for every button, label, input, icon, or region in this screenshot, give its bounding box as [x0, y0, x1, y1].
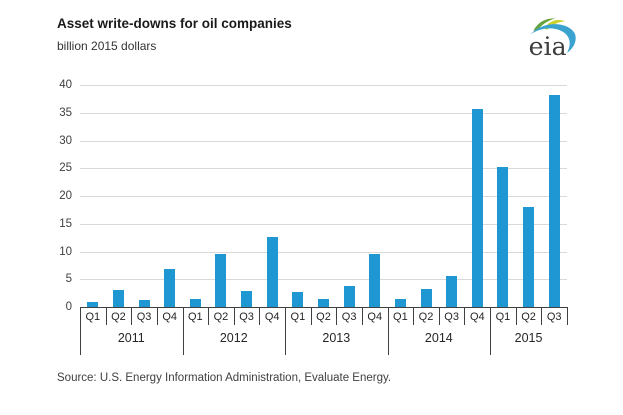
axis-quarter-divider: [438, 307, 440, 325]
x-axis-year-label: 2013: [322, 331, 351, 345]
axis-quarter-divider: [413, 307, 415, 325]
axis-quarter-divider: [310, 307, 312, 325]
x-axis-quarter-label: Q2: [213, 311, 229, 323]
axis-quarter-divider: [361, 307, 363, 325]
axis-quarter-divider: [541, 307, 543, 325]
y-axis-tick-label: 20: [59, 190, 72, 202]
axis-quarter-divider: [156, 307, 158, 325]
axis-year-divider: [182, 307, 184, 355]
x-axis-quarter-label: Q3: [239, 311, 254, 323]
bar: [266, 236, 278, 307]
axis-quarter-divider: [131, 307, 133, 325]
x-axis-quarter-label: Q2: [521, 311, 536, 323]
x-axis-quarter-label: Q4: [264, 311, 280, 323]
bar: [548, 94, 560, 307]
y-gridline: [80, 251, 567, 253]
bar: [497, 166, 509, 307]
bar: [292, 292, 304, 307]
x-axis-line: [80, 307, 567, 308]
axis-quarter-divider: [515, 307, 517, 325]
x-axis-quarter-label: Q1: [290, 311, 306, 323]
x-axis-quarter-label: Q1: [495, 311, 511, 323]
y-axis-tick-label: 40: [59, 79, 72, 91]
x-axis-quarter-label: Q1: [85, 311, 101, 323]
bar: [446, 275, 458, 307]
chart-title: Asset write-downs for oil companies: [57, 16, 292, 31]
x-axis-quarter-label: Q2: [316, 311, 331, 323]
x-axis-quarter-label: Q2: [111, 311, 126, 323]
axis-quarter-divider: [105, 307, 107, 325]
eia-logo-text: eia: [529, 32, 567, 61]
x-axis-quarter-label: Q3: [341, 311, 357, 323]
axis-quarter-divider: [233, 307, 235, 325]
axis-quarter-divider: [336, 307, 338, 325]
bar: [523, 206, 535, 307]
x-axis-quarter-label: Q1: [393, 311, 408, 323]
y-gridline: [80, 279, 567, 281]
axis-quarter-divider: [208, 307, 210, 325]
bar: [369, 253, 381, 307]
x-axis-quarter-label: Q4: [367, 311, 383, 323]
x-axis-year-label: 2015: [514, 331, 543, 345]
y-axis-tick-label: 30: [59, 134, 72, 147]
x-axis-quarter-label: Q4: [469, 311, 485, 323]
bar: [215, 254, 227, 307]
source-note: Source: U.S. Energy Information Administ…: [57, 372, 392, 384]
x-axis-quarter-label: Q1: [187, 311, 203, 323]
axis-year-divider: [285, 307, 287, 355]
y-axis-tick-label: 5: [65, 273, 72, 286]
axis-year-divider: [80, 307, 81, 355]
eia-logo: eia: [529, 18, 576, 61]
y-gridline: [80, 223, 567, 225]
eia-logo-leaf-green: [533, 18, 556, 31]
chart-units-subtitle: billion 2015 dollars: [57, 39, 157, 53]
y-axis-tick-label: 10: [59, 245, 72, 258]
x-axis-quarter-label: Q3: [546, 311, 562, 323]
x-axis-quarter-label: Q2: [418, 311, 434, 323]
x-axis-year-label: 2014: [424, 331, 453, 345]
bar: [241, 290, 253, 307]
axis-quarter-divider: [464, 307, 466, 325]
bar: [394, 299, 406, 307]
bar: [87, 302, 99, 307]
x-axis-year-label: 2012: [219, 331, 248, 345]
bar: [164, 269, 176, 307]
bar: [112, 289, 124, 307]
bar: [471, 108, 483, 307]
y-axis-tick-label: 0: [65, 301, 72, 313]
axis-year-divider: [387, 307, 389, 355]
x-axis-quarter-label: Q4: [162, 311, 178, 323]
y-gridline: [80, 196, 567, 197]
y-gridline: [80, 85, 567, 86]
x-axis-year-label: 2011: [117, 331, 145, 345]
axis-quarter-divider: [259, 307, 261, 325]
axis-year-divider: [490, 307, 492, 355]
y-gridline: [80, 168, 567, 170]
eia-logo-swoosh-blue: [530, 24, 576, 53]
y-gridline: [80, 140, 567, 142]
y-axis-tick-label: 35: [59, 106, 72, 119]
x-axis-quarter-label: Q3: [444, 311, 459, 323]
y-axis-tick-label: 25: [59, 162, 72, 175]
bar: [420, 289, 432, 307]
axis-quarter-divider: [567, 307, 568, 325]
y-axis-tick-label: 15: [59, 217, 72, 230]
bar: [138, 299, 150, 307]
y-gridline: [80, 112, 567, 114]
bar: [189, 298, 201, 307]
bar: [343, 286, 355, 307]
x-axis-quarter-label: Q3: [136, 311, 152, 323]
bar: [318, 299, 329, 307]
